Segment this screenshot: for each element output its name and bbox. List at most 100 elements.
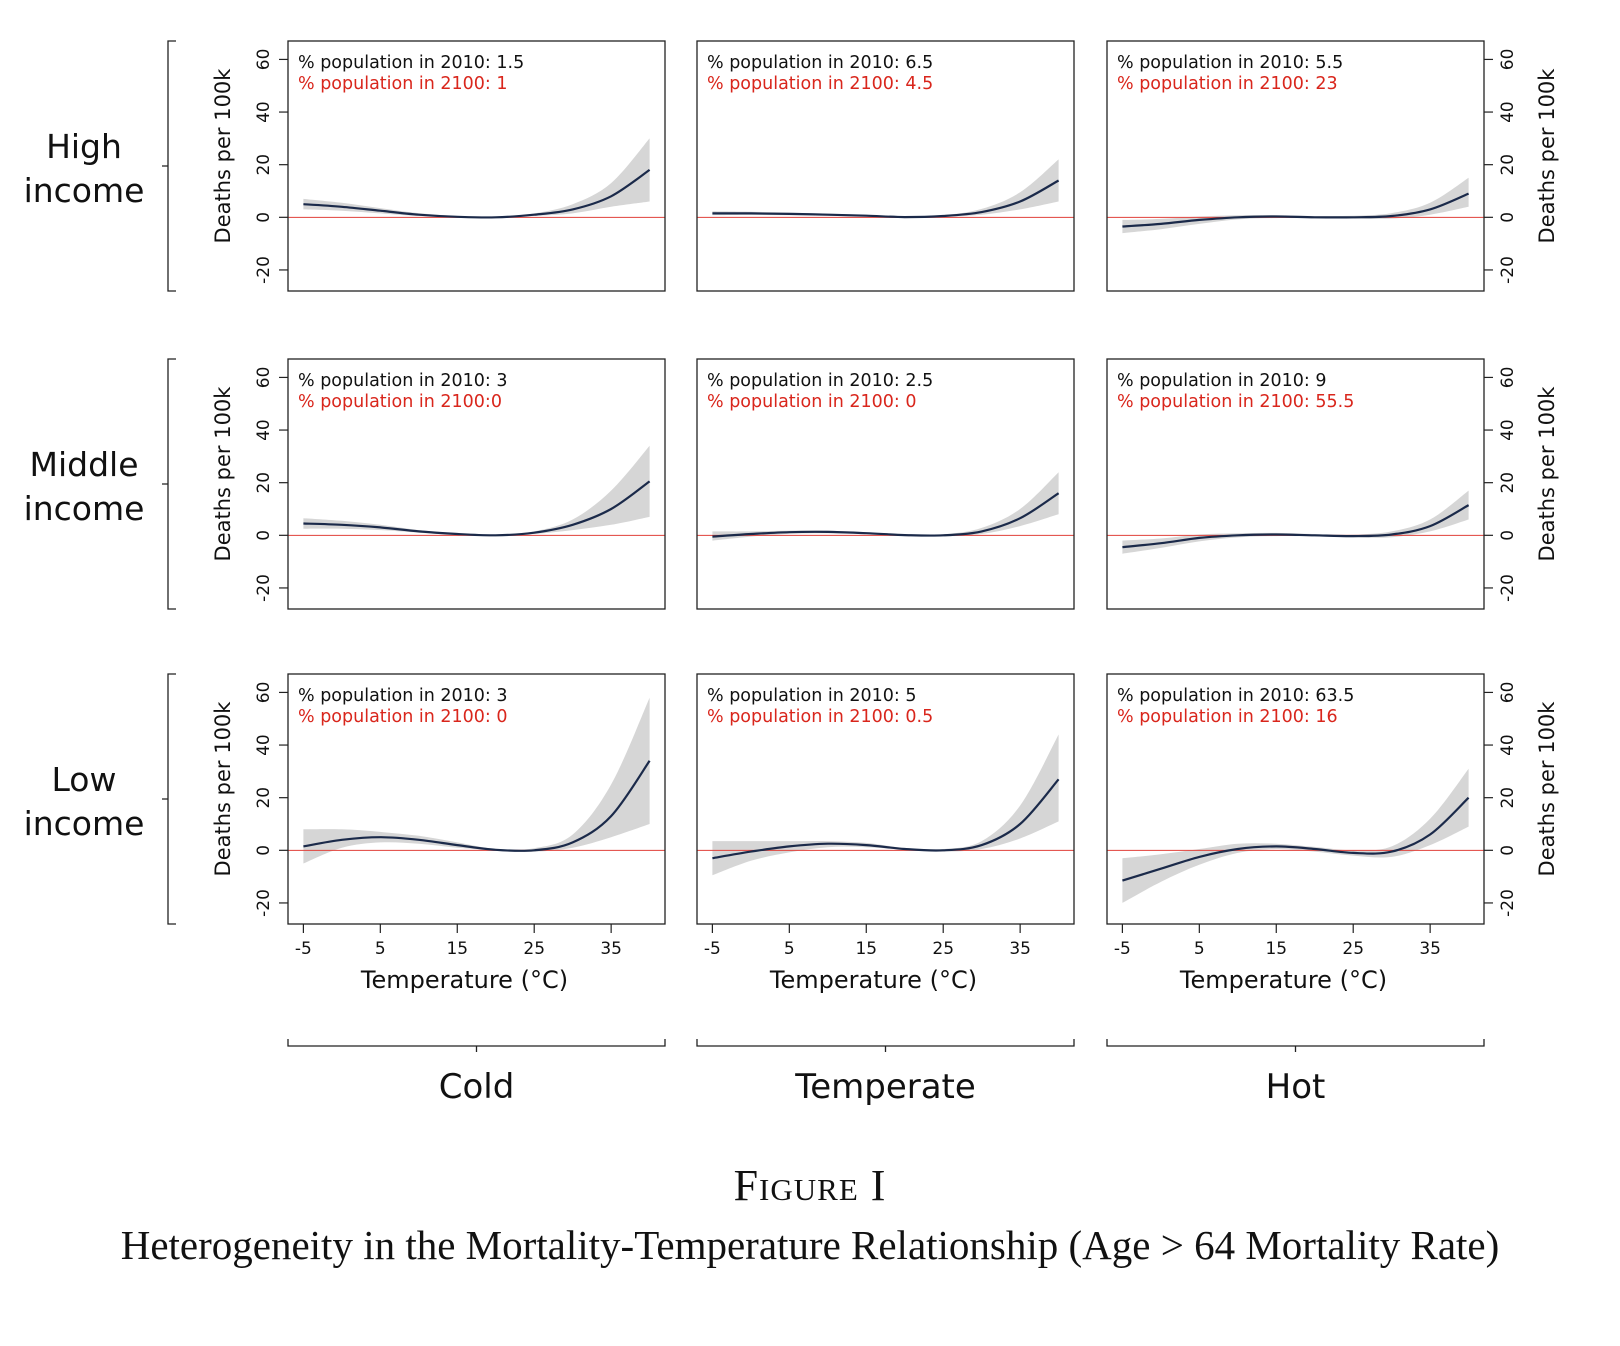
y-tick-label: 0: [254, 530, 274, 541]
population-2100-label: % population in 2100: 4.5: [707, 74, 933, 94]
row-label: income: [24, 804, 145, 843]
confidence-band: [1122, 490, 1469, 554]
population-2010-label: % population in 2010: 9: [1117, 371, 1327, 391]
panel-frame: [287, 40, 666, 292]
figure-title: Heterogeneity in the Mortality-Temperatu…: [120, 1222, 1500, 1268]
y-tick-label: 40: [1498, 734, 1518, 756]
y-tick-label: 20: [254, 472, 274, 494]
y-tick-label: 0: [1498, 530, 1518, 541]
confidence-band: [712, 472, 1059, 541]
series-line: [712, 778, 1060, 860]
population-2010-label: % population in 2010: 5.5: [1117, 53, 1343, 73]
x-tick-label: 5: [1194, 939, 1205, 959]
y-axis-label: Deaths per 100k: [211, 386, 235, 562]
y-axis-label: Deaths per 100k: [211, 701, 235, 877]
population-2010-label: % population in 2010: 1.5: [298, 53, 524, 73]
series-line: [1122, 504, 1470, 549]
y-tick-label: -20: [1498, 256, 1518, 284]
panel-frame: [1106, 358, 1485, 610]
population-2100-label: % population in 2100: 16: [1117, 707, 1338, 727]
y-tick-label: 20: [254, 787, 274, 809]
row-label: income: [24, 489, 145, 528]
population-2010-label: % population in 2010: 2.5: [707, 371, 933, 391]
y-tick-label: -20: [1498, 889, 1518, 917]
series-line: [712, 179, 1060, 219]
series-line: [1122, 192, 1470, 228]
population-2100-label: % population in 2100: 0: [298, 707, 508, 727]
series-line: [1122, 796, 1470, 882]
y-tick-label: 40: [1498, 101, 1518, 123]
x-tick-label: 15: [855, 939, 877, 959]
column-bracket: [696, 1039, 1075, 1052]
y-tick-label: 40: [254, 734, 274, 756]
population-2100-label: % population in 2100:0: [298, 392, 502, 412]
y-tick-label: 0: [254, 845, 274, 856]
y-tick-label: 0: [1498, 212, 1518, 223]
y-tick-label: 40: [254, 101, 274, 123]
series-line: [712, 492, 1060, 538]
x-tick-label: 15: [1265, 939, 1287, 959]
x-axis-label: Temperature (°C): [360, 966, 568, 994]
series-line: [303, 760, 651, 853]
y-tick-label: 0: [254, 212, 274, 223]
y-tick-label: 20: [1498, 154, 1518, 176]
column-bracket: [1106, 1039, 1485, 1052]
x-tick-label: 35: [1009, 939, 1031, 959]
row-bracket: [162, 358, 176, 610]
y-tick-label: 60: [254, 49, 274, 71]
y-tick-label: 40: [1498, 419, 1518, 441]
column-label: Temperate: [794, 1067, 976, 1107]
confidence-band: [1122, 768, 1469, 903]
y-axis-label: Deaths per 100k: [1535, 68, 1559, 244]
population-2010-label: % population in 2010: 6.5: [707, 53, 933, 73]
y-tick-label: 60: [1498, 367, 1518, 389]
series-line: [303, 168, 651, 219]
x-tick-label: 25: [523, 939, 545, 959]
x-tick-label: 25: [932, 939, 954, 959]
figure-label: Figure I: [733, 1161, 887, 1210]
panel-frame: [287, 358, 666, 610]
population-2100-label: % population in 2100: 0: [707, 392, 917, 412]
confidence-band: [303, 697, 650, 864]
y-axis-label: Deaths per 100k: [211, 68, 235, 244]
x-tick-label: 35: [1419, 939, 1441, 959]
y-tick-label: -20: [254, 256, 274, 284]
column-label: Cold: [439, 1067, 515, 1107]
confidence-band: [303, 138, 650, 218]
row-label: Middle: [29, 445, 138, 484]
population-2100-label: % population in 2100: 23: [1117, 74, 1338, 94]
x-tick-label: -5: [295, 939, 312, 959]
population-2010-label: % population in 2010: 3: [298, 371, 508, 391]
row-label: Low: [52, 760, 117, 799]
population-2100-label: % population in 2100: 1: [298, 74, 508, 94]
panel-frame: [696, 40, 1075, 292]
column-bracket: [287, 1039, 666, 1052]
y-tick-label: 60: [1498, 682, 1518, 704]
row-label: High: [46, 127, 122, 166]
population-2010-label: % population in 2010: 3: [298, 686, 508, 706]
y-tick-label: 0: [1498, 845, 1518, 856]
y-tick-label: 20: [254, 154, 274, 176]
row-label: income: [24, 171, 145, 210]
column-label: Hot: [1266, 1067, 1326, 1107]
x-tick-label: -5: [704, 939, 721, 959]
row-bracket: [162, 40, 176, 292]
confidence-band: [1122, 177, 1469, 234]
population-2010-label: % population in 2010: 5: [707, 686, 917, 706]
figure-grid: % population in 2010: 1.5% population in…: [24, 40, 1559, 1107]
y-axis-label: Deaths per 100k: [1535, 701, 1559, 877]
y-tick-label: 40: [254, 419, 274, 441]
x-tick-label: 15: [446, 939, 468, 959]
y-axis-label: Deaths per 100k: [1535, 386, 1559, 562]
y-tick-label: -20: [1498, 574, 1518, 602]
y-tick-label: 60: [254, 367, 274, 389]
population-2010-label: % population in 2010: 63.5: [1117, 686, 1354, 706]
x-axis-label: Temperature (°C): [769, 966, 977, 994]
confidence-band: [712, 159, 1059, 218]
x-tick-label: 5: [375, 939, 386, 959]
y-tick-label: -20: [254, 574, 274, 602]
series-line: [303, 480, 651, 537]
row-bracket: [162, 673, 176, 925]
y-tick-label: 20: [1498, 787, 1518, 809]
y-tick-label: 60: [254, 682, 274, 704]
